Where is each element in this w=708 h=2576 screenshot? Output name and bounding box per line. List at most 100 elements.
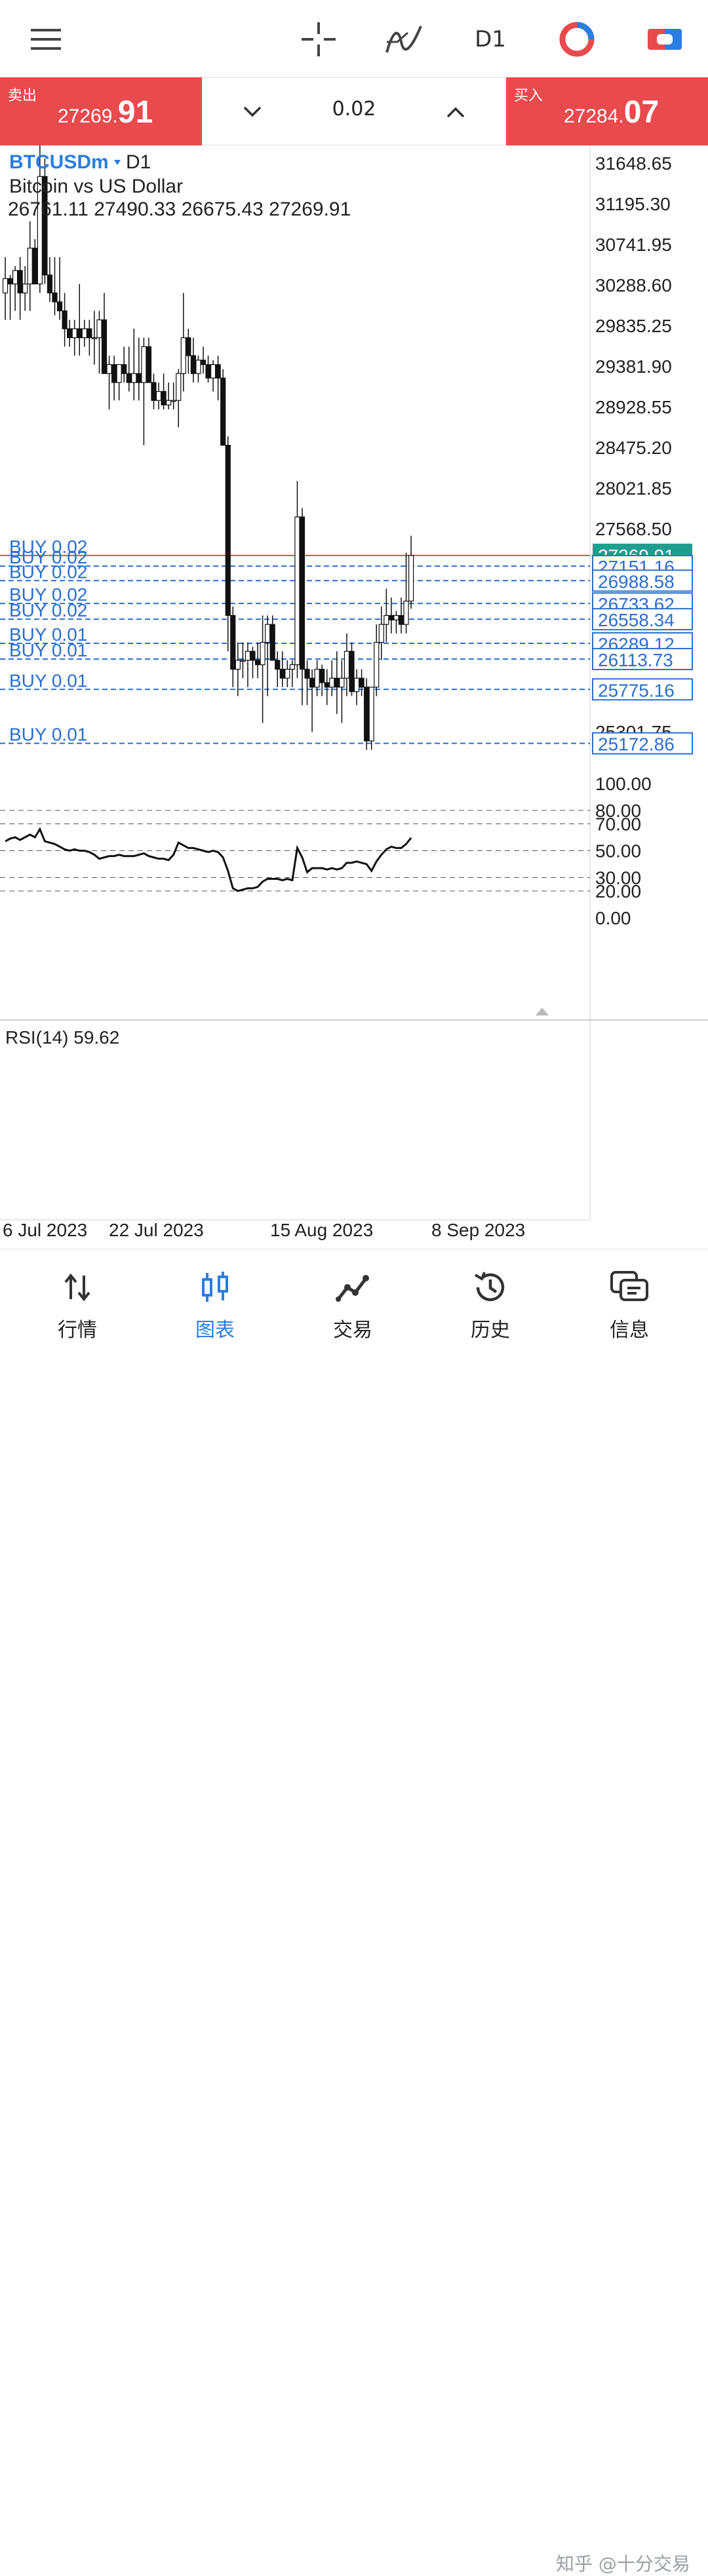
nav-chart[interactable]: 图表 (176, 1269, 254, 1342)
order-price-tag (592, 569, 693, 592)
increase-lot-button[interactable] (439, 96, 472, 128)
price-tick-label: 29381.90 (595, 356, 672, 377)
order-price-tag (592, 608, 693, 631)
sell-price: 27269.91 (58, 95, 153, 130)
candle-body (77, 328, 83, 339)
candle-body (131, 373, 137, 383)
candle-body (71, 328, 77, 339)
symbol-description: Bitcoin vs US Dollar (9, 176, 183, 197)
watermark: 知乎 @十分交易 (556, 2553, 690, 2575)
price-tick-label: 27568.50 (595, 519, 672, 539)
candle-body (398, 615, 404, 625)
candle-body (384, 615, 389, 625)
one-click-trading-icon[interactable] (552, 14, 602, 64)
order-label: BUY 0.01 (9, 640, 87, 660)
candle-body (101, 319, 108, 374)
candle-body (136, 373, 142, 383)
order-label: BUY 0.02 (9, 561, 87, 582)
timeframe-button[interactable]: D1 (475, 26, 506, 52)
menu-icon[interactable] (21, 14, 71, 64)
bottom-navigation: 行情 图表 交易 历史 信息 知乎 @十分交易 (0, 1249, 708, 2575)
rsi-tick-label: 50.00 (595, 841, 641, 862)
price-tick-label: 28021.85 (595, 478, 672, 499)
crosshair-icon[interactable] (294, 14, 344, 64)
candle-body (378, 624, 384, 643)
date-tick-label: 6 Jul 2023 (3, 1220, 87, 1240)
candle-body (230, 615, 236, 670)
candle-body (87, 328, 92, 339)
price-tick-label: 28475.20 (595, 438, 672, 458)
candle-body (205, 364, 211, 379)
candle-body (344, 651, 350, 679)
chart-shift-marker[interactable] (536, 1008, 549, 1015)
nav-history[interactable]: 历史 (451, 1269, 530, 1342)
date-tick-label: 15 Aug 2023 (270, 1220, 373, 1240)
candle-body (260, 641, 266, 666)
candle-body (225, 445, 231, 616)
candle-body (289, 664, 295, 670)
indicators-icon[interactable] (379, 14, 429, 64)
order-label: BUY 0.02 (9, 584, 87, 605)
new-order-icon[interactable] (640, 14, 690, 64)
candle-body (190, 355, 196, 374)
rsi-tick-label: 70.00 (595, 814, 641, 835)
symbol-name[interactable]: BTCUSDm (9, 151, 109, 173)
order-label: BUY 0.01 (9, 624, 87, 645)
order-price-value: 26988.58 (598, 571, 675, 592)
candle-body (309, 677, 315, 688)
candle-body (7, 278, 13, 285)
date-tick-label: 22 Jul 2023 (109, 1220, 204, 1240)
candle-body (353, 677, 360, 692)
candle-body (364, 687, 370, 742)
candle-body (388, 615, 395, 620)
candle-body (403, 600, 409, 625)
order-price-value: 26113.73 (598, 650, 673, 670)
chart-timeframe: D1 (126, 151, 151, 173)
lot-value[interactable]: 0.02 (332, 98, 376, 121)
candle-body (91, 337, 97, 339)
candle-body (235, 660, 241, 670)
candle-body (324, 682, 330, 688)
sell-button[interactable]: 卖出 27269.91 (0, 77, 202, 145)
price-tick-label: 29835.25 (595, 316, 672, 336)
date-tick-label: 8 Sep 2023 (431, 1220, 525, 1240)
buy-button[interactable]: 买入 27284.07 (506, 77, 708, 145)
candle-body (195, 360, 201, 374)
candle-body (180, 337, 186, 374)
candle-body (176, 373, 182, 401)
candle-body (27, 248, 33, 285)
candle-body (265, 624, 271, 643)
chart-icon (176, 1269, 254, 1306)
candle-body (279, 668, 285, 679)
candle-body (250, 651, 256, 661)
candle-body (314, 668, 320, 688)
order-label: BUY 0.01 (9, 725, 87, 745)
order-price-tag (592, 647, 693, 670)
candle-body (210, 364, 216, 379)
nav-quotes[interactable]: 行情 (38, 1269, 117, 1342)
nav-trade[interactable]: 交易 (313, 1269, 392, 1342)
candle-body (170, 400, 176, 402)
order-label: BUY 0.02 (9, 547, 87, 567)
trade-panel: 卖出 27269.91 0.02 买入 27284.07 (0, 77, 708, 145)
top-toolbar: D1 (0, 0, 708, 77)
decrease-lot-button[interactable] (236, 96, 269, 128)
candle-body (42, 176, 48, 276)
symbol-dropdown-icon[interactable] (114, 160, 121, 165)
candle-body (334, 677, 340, 688)
candle-body (62, 310, 68, 330)
candle-body (2, 278, 9, 294)
candle-body (294, 516, 300, 666)
price-tick-label: 31195.30 (595, 194, 671, 214)
candle-body (126, 373, 132, 383)
candle-body (393, 615, 399, 620)
candle-body (374, 641, 380, 688)
price-tick-label: 30288.60 (595, 275, 672, 295)
price-tick-label: 30741.95 (595, 235, 672, 255)
buy-label: 买入 (514, 88, 543, 104)
candle-body (349, 651, 355, 692)
nav-messages[interactable]: 信息 (590, 1269, 669, 1342)
candle-body (215, 364, 221, 379)
rsi-line (5, 827, 412, 892)
